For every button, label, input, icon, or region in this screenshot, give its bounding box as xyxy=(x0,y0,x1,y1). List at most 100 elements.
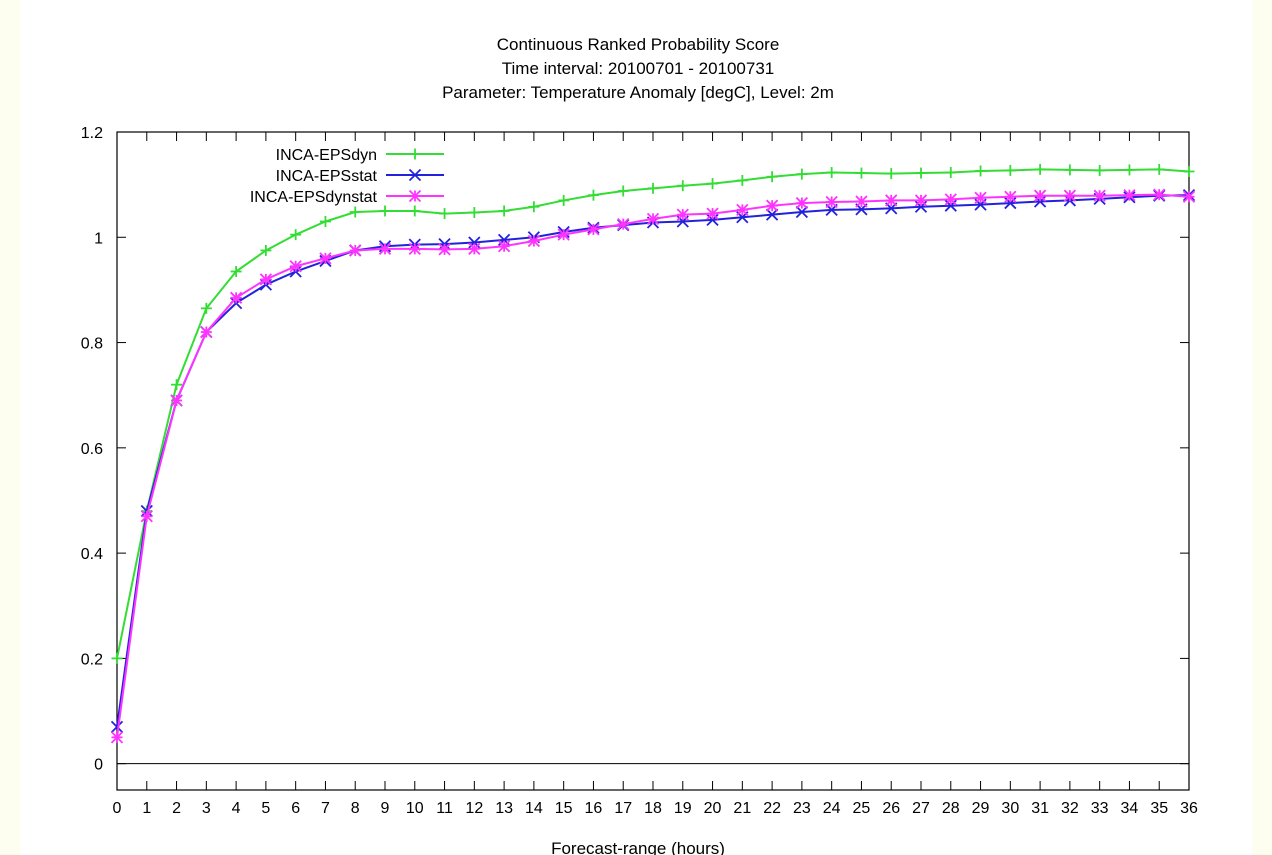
title-line-3: Parameter: Temperature Anomaly [degC], L… xyxy=(442,83,834,102)
x-tick-label: 16 xyxy=(585,800,603,817)
data-point xyxy=(528,201,540,213)
data-point xyxy=(706,207,719,220)
data-point xyxy=(766,171,778,183)
data-point xyxy=(617,185,629,197)
data-point xyxy=(557,228,570,241)
data-point xyxy=(497,240,511,253)
x-tick-label: 7 xyxy=(321,800,330,817)
data-point xyxy=(498,205,510,217)
data-point xyxy=(290,229,302,241)
data-point xyxy=(468,207,480,219)
data-point xyxy=(676,208,689,221)
y-tick-label: 0.8 xyxy=(81,336,103,353)
data-point xyxy=(795,196,809,210)
x-tick-label: 17 xyxy=(614,800,632,817)
legend: INCA-EPSdyn INCA-EPSstat INCA-EPSdynstat xyxy=(250,147,444,206)
data-point xyxy=(587,189,599,201)
data-point xyxy=(944,193,957,206)
x-tick-label: 32 xyxy=(1061,800,1079,817)
legend-label: INCA-EPSdynstat xyxy=(250,189,378,206)
series-line xyxy=(116,168,1190,659)
x-tick-label: 14 xyxy=(525,800,543,817)
y-tick-label: 0.2 xyxy=(81,651,103,668)
data-point xyxy=(289,260,302,273)
x-tick-label: 15 xyxy=(555,800,573,817)
data-point xyxy=(110,720,124,733)
x-tick-label: 9 xyxy=(381,800,390,817)
x-tick-label: 27 xyxy=(912,800,930,817)
data-point xyxy=(170,394,183,407)
data-point xyxy=(319,252,332,265)
data-point xyxy=(1183,165,1195,177)
title-line-1: Continuous Ranked Probability Score xyxy=(497,35,780,54)
data-point xyxy=(825,195,838,209)
y-tick-label: 0.6 xyxy=(81,441,103,458)
x-tick-label: 6 xyxy=(291,800,300,817)
data-point xyxy=(1182,190,1196,203)
data-point xyxy=(378,242,392,255)
x-tick-label: 11 xyxy=(436,800,453,817)
x-tick-label: 1 xyxy=(142,800,151,817)
data-point xyxy=(1123,189,1136,202)
x-tick-label: 36 xyxy=(1180,800,1198,817)
data-point xyxy=(171,379,183,391)
x-tick-label: 31 xyxy=(1031,800,1049,817)
data-point xyxy=(349,244,362,257)
data-point xyxy=(408,189,422,203)
x-tick-label: 23 xyxy=(793,800,811,817)
legend-label: INCA-EPSdyn xyxy=(276,147,377,164)
data-point xyxy=(200,325,213,339)
data-point xyxy=(765,199,779,212)
data-point xyxy=(110,731,124,744)
x-tick-label: 26 xyxy=(882,800,900,817)
data-point xyxy=(945,167,957,179)
data-point xyxy=(617,217,630,231)
x-tick-label: 19 xyxy=(674,800,692,817)
data-point xyxy=(408,242,421,255)
y-tick-label: 0 xyxy=(94,757,103,774)
data-point xyxy=(1004,190,1017,203)
data-point xyxy=(1153,163,1165,175)
data-point xyxy=(468,242,481,255)
data-point xyxy=(230,265,242,277)
data-point xyxy=(349,206,361,218)
data-point xyxy=(855,195,868,208)
data-point xyxy=(111,652,123,664)
data-point xyxy=(587,223,600,236)
data-point xyxy=(1063,189,1077,202)
series-inca-epsdyn xyxy=(111,163,1195,664)
data-point xyxy=(736,203,749,217)
series-inca-epsstat xyxy=(110,189,1196,733)
data-point xyxy=(736,174,748,186)
title-line-2: Time interval: 20100701 - 20100731 xyxy=(502,59,775,78)
data-point xyxy=(1064,164,1076,176)
data-point xyxy=(1153,188,1166,201)
data-point xyxy=(915,167,927,179)
y-tick-label: 0.4 xyxy=(81,546,103,563)
data-point xyxy=(200,302,212,314)
data-point xyxy=(558,194,570,206)
data-point xyxy=(677,180,689,192)
plot-area xyxy=(116,131,1190,791)
data-point xyxy=(765,208,779,221)
legend-label: INCA-EPSstat xyxy=(276,168,378,185)
x-tick-label: 3 xyxy=(202,800,211,817)
data-point xyxy=(707,178,719,190)
data-point xyxy=(409,148,421,160)
x-axis-label: Forecast-range (hours) xyxy=(551,839,725,855)
data-point xyxy=(140,510,153,523)
data-point xyxy=(826,167,838,179)
data-point xyxy=(438,243,451,256)
data-point xyxy=(527,234,541,248)
x-tick-label: 35 xyxy=(1150,800,1168,817)
data-point xyxy=(260,244,272,256)
x-tick-label: 24 xyxy=(823,800,841,817)
data-point xyxy=(259,273,273,286)
data-point xyxy=(855,167,867,179)
data-point xyxy=(1123,164,1135,176)
crps-line-chart: Continuous Ranked Probability Score Time… xyxy=(81,35,1198,855)
data-point xyxy=(1004,164,1016,176)
x-tick-label: 12 xyxy=(465,800,483,817)
data-point xyxy=(974,191,987,204)
x-tick-label: 30 xyxy=(1001,800,1019,817)
